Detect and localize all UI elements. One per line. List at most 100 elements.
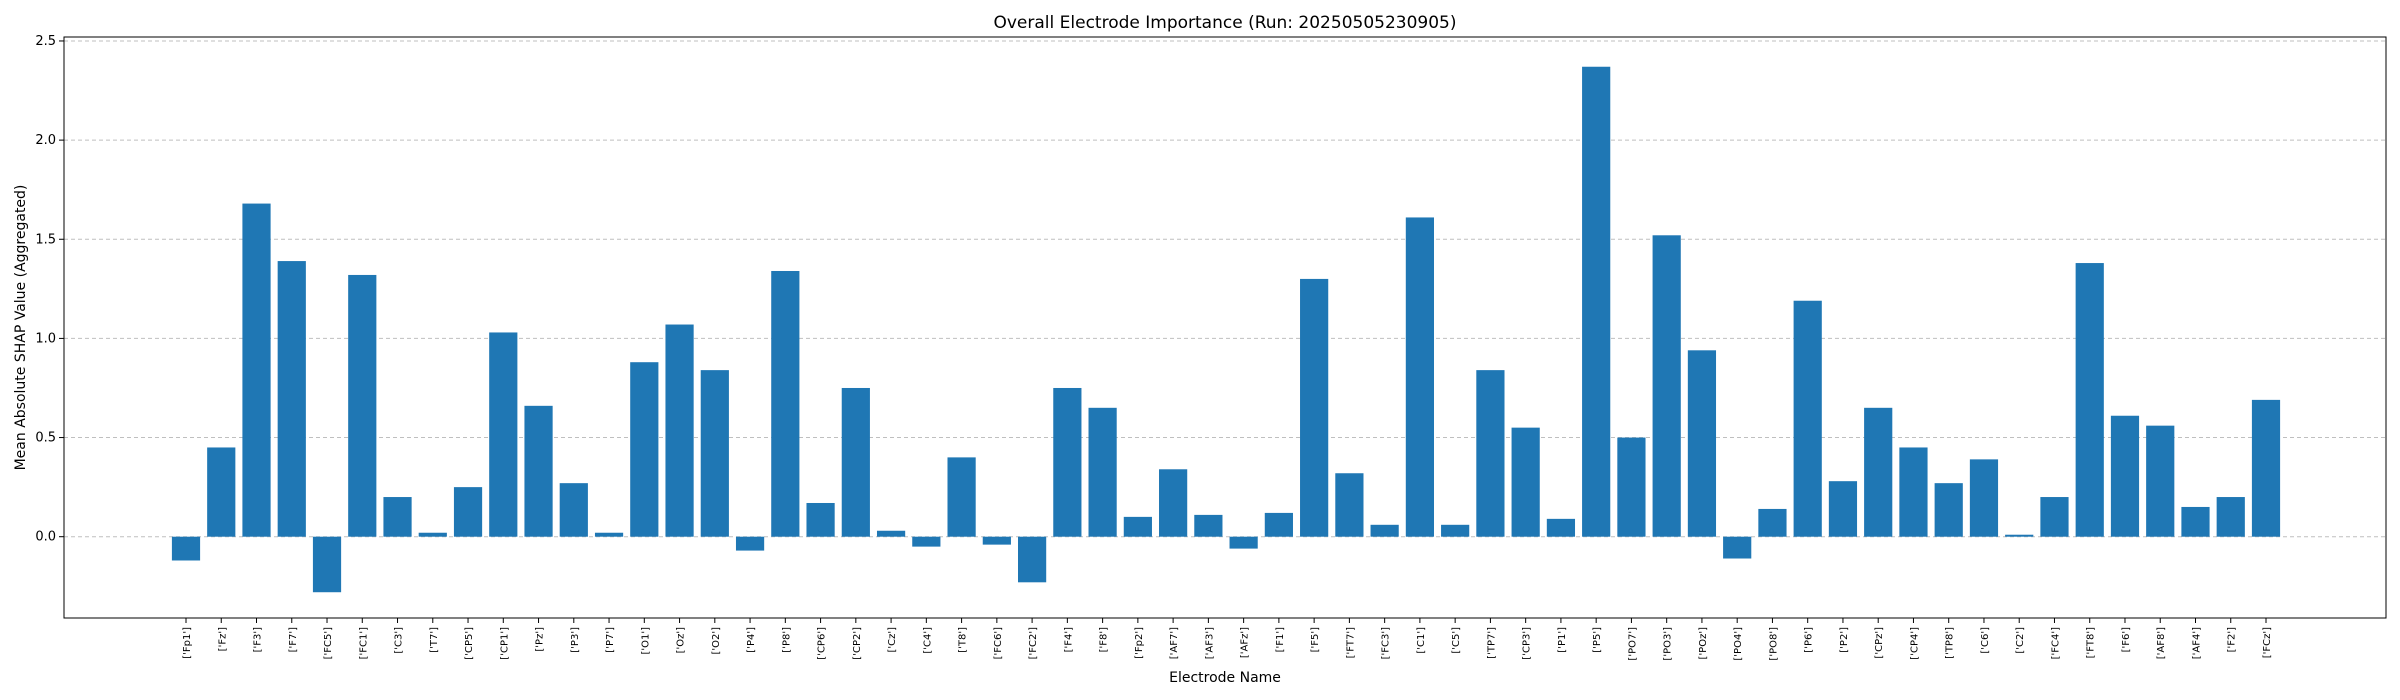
x-tick-label: ['FC3'] (1381, 627, 1392, 659)
bar (2005, 534, 2034, 537)
bar (1758, 508, 1787, 537)
bar (1405, 217, 1434, 537)
x-tick-label: ['FC1'] (358, 627, 369, 659)
x-tick-label: ['FCz'] (2262, 627, 2273, 658)
bar (348, 274, 377, 537)
x-tick-label: ['PO4'] (1733, 627, 1744, 661)
bar (1546, 518, 1576, 537)
bar (2146, 425, 2175, 537)
x-tick-label: ['CP2'] (852, 627, 863, 660)
x-tick-label: ['FC4'] (2050, 627, 2061, 659)
x-tick-label: ['Oz'] (676, 627, 687, 654)
y-tick-label: 0.5 (35, 431, 56, 446)
bar (1053, 387, 1082, 537)
bar (524, 405, 553, 537)
x-tick-label: ['FT7'] (1345, 627, 1356, 658)
x-axis: ['Fp1'] ['Fz'] ['F3'] ['F7'] ['FC5'] ['FC1'] [… (182, 618, 2273, 661)
bar (1441, 524, 1470, 537)
bar (982, 536, 1011, 545)
x-tick-label: ['Fp1'] (182, 627, 193, 659)
x-tick-label: ['POz'] (1698, 627, 1709, 660)
x-tick-label: ['F6'] (2121, 627, 2132, 653)
x-tick-label: ['Pz'] (535, 627, 546, 652)
x-tick-label: ['AFz'] (1240, 627, 1251, 658)
bar (242, 203, 271, 537)
x-tick-label: ['F4'] (1063, 627, 1074, 653)
bar (1617, 437, 1646, 537)
x-tick-label: ['FC6'] (993, 627, 1004, 659)
bar (1335, 473, 1364, 537)
x-tick-label: ['PO3'] (1663, 627, 1674, 661)
y-axis: 0.0 0.5 1.0 1.5 2.0 2.5 (35, 34, 64, 545)
bar (1123, 516, 1152, 537)
x-tick-label: ['FT8'] (2086, 627, 2097, 658)
bar (2181, 506, 2210, 537)
x-tick-label: ['CP3'] (1522, 627, 1533, 660)
x-tick-label: ['FC2'] (1028, 627, 1039, 659)
x-tick-label: ['C5'] (1451, 627, 1462, 654)
bar (1899, 447, 1928, 537)
y-tick-label: 1.5 (35, 232, 56, 247)
bar (1652, 235, 1681, 537)
x-tick-label: ['CP5'] (464, 627, 475, 660)
bar (383, 497, 412, 537)
bar (312, 536, 342, 593)
bar (841, 387, 870, 537)
bar (700, 370, 729, 537)
grid-layer (64, 40, 2386, 538)
x-tick-label: ['AF4'] (2191, 627, 2202, 659)
y-tick-label: 2.5 (35, 34, 56, 49)
bar (559, 483, 588, 537)
bar (1159, 469, 1188, 537)
bar (2040, 497, 2069, 537)
bar (876, 530, 906, 537)
bar (806, 502, 835, 537)
x-tick-label: ['F2'] (2227, 627, 2238, 653)
bar (912, 536, 941, 547)
bar (630, 362, 659, 537)
x-tick-label: ['F1'] (1275, 627, 1286, 653)
x-tick-label: ['O1'] (640, 627, 651, 655)
x-tick-label: ['C3'] (394, 627, 405, 654)
x-tick-label: ['P1'] (1557, 627, 1568, 653)
x-tick-label: ['AF8'] (2156, 627, 2167, 659)
x-tick-label: ['P5'] (1592, 627, 1603, 653)
y-axis-label: Mean Absolute SHAP Value (Aggregated) (13, 185, 29, 471)
x-tick-label: ['F8'] (1099, 627, 1110, 653)
bar (1018, 536, 1047, 583)
bar (1370, 524, 1399, 537)
bar (1194, 514, 1223, 537)
bar (1687, 350, 1717, 537)
bar (1229, 536, 1258, 549)
x-tick-label: ['C6'] (1980, 627, 1991, 654)
y-tick-label: 1.0 (35, 331, 56, 346)
x-tick-label: ['T7'] (429, 627, 440, 653)
bar (1582, 66, 1611, 537)
chart-title: Overall Electrode Importance (Run: 20250… (993, 13, 1456, 33)
x-tick-label: ['P4'] (746, 627, 757, 653)
x-tick-label: ['AF3'] (1204, 627, 1215, 659)
x-tick-label: ['TP7'] (1486, 627, 1497, 659)
bar (2110, 415, 2140, 537)
bar (1723, 536, 1752, 559)
x-tick-label: ['TP8'] (1945, 627, 1956, 659)
bar (2075, 263, 2104, 537)
bar (594, 532, 624, 537)
bar (1969, 459, 1999, 537)
x-tick-label: ['Fz'] (217, 627, 228, 651)
x-tick-label: ['P8'] (781, 627, 792, 653)
y-tick-label: 2.0 (35, 133, 56, 148)
x-tick-label: ['C4'] (922, 627, 933, 654)
bar (453, 487, 483, 537)
bars-layer (171, 66, 2281, 593)
x-tick-label: ['C2'] (2015, 627, 2026, 654)
bar (1934, 483, 1963, 537)
x-tick-label: ['P7'] (605, 627, 616, 653)
x-tick-label: ['PO7'] (1627, 627, 1638, 661)
bar (947, 457, 976, 537)
bar (418, 532, 447, 537)
bar (1476, 370, 1505, 537)
bar (277, 261, 306, 537)
